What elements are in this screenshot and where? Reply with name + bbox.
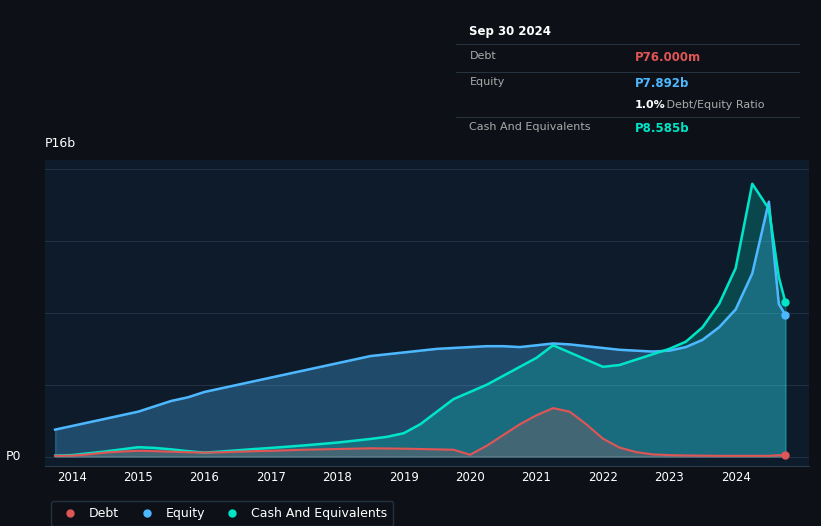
Text: P7.892b: P7.892b — [635, 77, 690, 90]
Text: Debt/Equity Ratio: Debt/Equity Ratio — [663, 100, 764, 110]
Text: P16b: P16b — [45, 137, 76, 150]
Text: Sep 30 2024: Sep 30 2024 — [470, 25, 552, 38]
Text: Debt: Debt — [470, 51, 496, 61]
Text: 1.0%: 1.0% — [635, 100, 666, 110]
Text: Cash And Equivalents: Cash And Equivalents — [470, 122, 591, 132]
Text: P0: P0 — [6, 450, 21, 463]
Legend: Debt, Equity, Cash And Equivalents: Debt, Equity, Cash And Equivalents — [52, 501, 393, 526]
Text: P76.000m: P76.000m — [635, 51, 701, 64]
Text: P8.585b: P8.585b — [635, 122, 690, 135]
Text: Equity: Equity — [470, 77, 505, 87]
